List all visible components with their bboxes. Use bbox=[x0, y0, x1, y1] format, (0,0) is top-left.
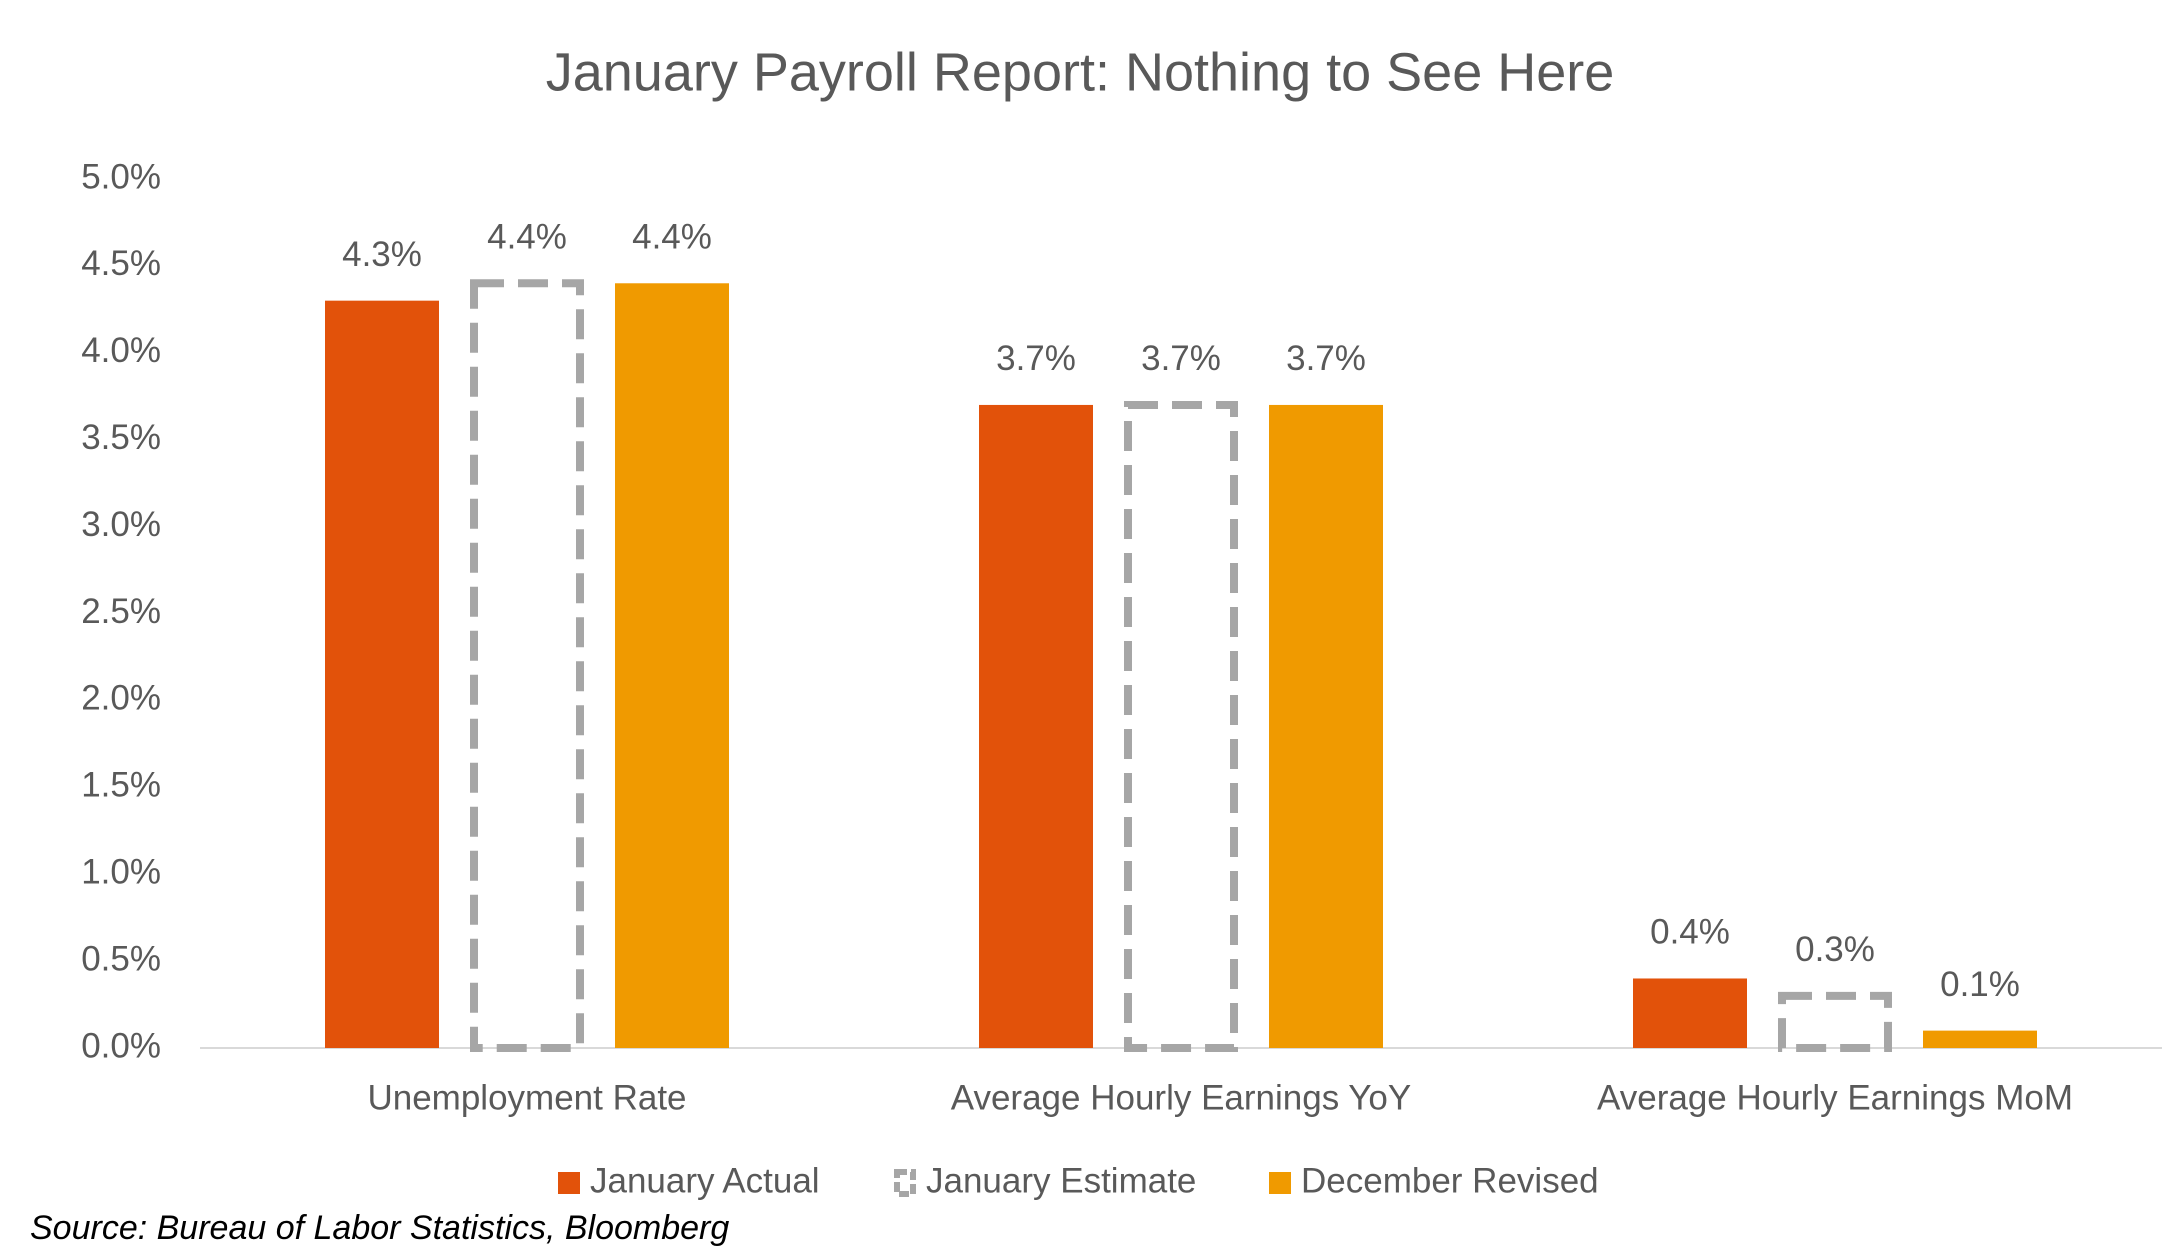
legend-swatch bbox=[894, 1169, 916, 1197]
value-label: 0.3% bbox=[1795, 930, 1875, 969]
bar bbox=[1269, 404, 1383, 1048]
y-tick-label: 0.0% bbox=[81, 1026, 161, 1065]
bar bbox=[1124, 400, 1238, 1052]
bar bbox=[615, 283, 729, 1048]
value-label: 3.7% bbox=[1141, 339, 1221, 378]
y-tick-label: 1.5% bbox=[81, 766, 161, 805]
value-label: 0.4% bbox=[1650, 913, 1730, 952]
value-label: 3.7% bbox=[996, 339, 1076, 378]
source-note: Source: Bureau of Labor Statistics, Bloo… bbox=[30, 1209, 729, 1247]
bar bbox=[1923, 1030, 2037, 1048]
legend-label: January Estimate bbox=[926, 1161, 1196, 1200]
value-label: 4.3% bbox=[342, 235, 422, 274]
bar bbox=[325, 300, 439, 1048]
bar bbox=[1633, 978, 1747, 1048]
chart-title: January Payroll Report: Nothing to See H… bbox=[546, 42, 1615, 102]
y-tick-label: 3.5% bbox=[81, 418, 161, 457]
x-tick-label: Unemployment Rate bbox=[367, 1078, 686, 1117]
y-tick-label: 3.0% bbox=[81, 505, 161, 544]
value-label: 4.4% bbox=[487, 218, 567, 257]
bar bbox=[979, 404, 1093, 1048]
legend-label: December Revised bbox=[1301, 1161, 1599, 1200]
x-tick-label: Average Hourly Earnings YoY bbox=[951, 1078, 1412, 1117]
y-tick-label: 4.5% bbox=[81, 244, 161, 283]
value-label: 3.7% bbox=[1286, 339, 1366, 378]
y-tick-label: 5.0% bbox=[81, 157, 161, 196]
bar bbox=[1778, 991, 1892, 1052]
y-tick-label: 1.0% bbox=[81, 852, 161, 891]
legend-label: January Actual bbox=[590, 1161, 820, 1200]
y-tick-label: 4.0% bbox=[81, 331, 161, 370]
y-tick-label: 2.0% bbox=[81, 679, 161, 718]
legend-swatch bbox=[1269, 1172, 1291, 1194]
bar bbox=[470, 279, 584, 1052]
x-tick-label: Average Hourly Earnings MoM bbox=[1597, 1078, 2073, 1117]
y-tick-label: 2.5% bbox=[81, 592, 161, 631]
legend-swatch bbox=[558, 1172, 580, 1194]
y-tick-label: 0.5% bbox=[81, 939, 161, 978]
value-label: 0.1% bbox=[1940, 965, 2020, 1004]
value-label: 4.4% bbox=[632, 218, 712, 257]
